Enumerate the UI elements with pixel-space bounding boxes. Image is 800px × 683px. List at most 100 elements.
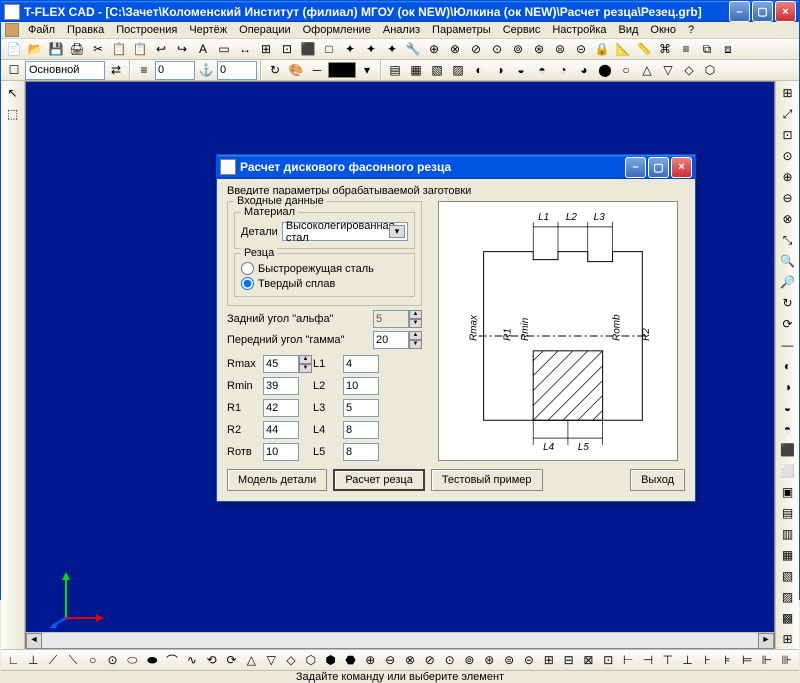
bottom-tool-36[interactable]: ⊧	[718, 650, 737, 670]
spin1[interactable]: 0	[155, 61, 195, 80]
toolbar2-btn-15[interactable]: ⬡	[700, 60, 720, 80]
right-tool-0[interactable]: ⊞	[778, 83, 798, 103]
toolbar-btn-9[interactable]: A	[193, 39, 213, 59]
toolbar-btn-8[interactable]: ↪	[172, 39, 192, 59]
toolbar-btn-3[interactable]: 🖨	[67, 39, 87, 59]
input-l3[interactable]	[343, 399, 379, 417]
btn-test[interactable]: Тестовый пример	[431, 469, 543, 491]
radio-hard-alloy[interactable]: Твердый сплав	[241, 277, 408, 290]
toolbar-btn-16[interactable]: ✦	[340, 39, 360, 59]
minimize-button[interactable]: –	[729, 1, 750, 22]
bottom-tool-18[interactable]: ⊕	[361, 650, 380, 670]
toolbar-btn-31[interactable]: ⌘	[655, 39, 675, 59]
bottom-tool-4[interactable]: ○	[83, 650, 102, 670]
right-tool-8[interactable]: 🔍	[778, 251, 798, 271]
right-tool-2[interactable]: ⊡	[778, 125, 798, 145]
menu-build[interactable]: Построения	[110, 22, 183, 38]
toolbar-btn-28[interactable]: 🔒	[592, 39, 612, 59]
input-rmin[interactable]	[263, 377, 299, 395]
right-tool-12[interactable]: —	[778, 335, 798, 355]
toolbar-btn-2[interactable]: 💾	[46, 39, 66, 59]
toolbar-btn-1[interactable]: 📂	[25, 39, 45, 59]
input-rmax[interactable]	[263, 355, 299, 373]
toolbar-btn-0[interactable]: 📄	[4, 39, 24, 59]
menu-file[interactable]: Файл	[22, 22, 61, 38]
btn-calc[interactable]: Расчет резца	[333, 469, 425, 491]
layer-icon[interactable]: ☐	[4, 60, 24, 80]
input-l1[interactable]	[343, 355, 379, 373]
radio-fast-steel[interactable]: Быстрорежущая сталь	[241, 262, 408, 275]
toolbar2-btn-0[interactable]: ▤	[385, 60, 405, 80]
toolbar2-btn-14[interactable]: ◇	[679, 60, 699, 80]
toolbar-btn-32[interactable]: ≡	[676, 39, 696, 59]
right-tool-25[interactable]: ▩	[778, 608, 798, 628]
spin-rmax[interactable]: ▲▼	[299, 355, 312, 373]
reload-icon[interactable]: ↻	[265, 60, 285, 80]
menu-edit[interactable]: Правка	[61, 22, 110, 38]
bottom-tool-33[interactable]: ⊤	[658, 650, 677, 670]
left-tool-0[interactable]: ↖	[3, 83, 23, 103]
toolbar2-btn-8[interactable]: ◔	[553, 60, 573, 80]
bottom-tool-30[interactable]: ⊡	[599, 650, 618, 670]
toolbar-btn-13[interactable]: ⊡	[277, 39, 297, 59]
menu-view[interactable]: Вид	[613, 22, 645, 38]
line-icon[interactable]: ─	[307, 60, 327, 80]
btn-exit[interactable]: Выход	[630, 469, 685, 491]
bottom-tool-28[interactable]: ⊟	[559, 650, 578, 670]
bottom-tool-35[interactable]: ⊦	[698, 650, 717, 670]
toolbar2-btn-12[interactable]: △	[637, 60, 657, 80]
toolbar-btn-18[interactable]: ✦	[382, 39, 402, 59]
toolbar-btn-17[interactable]: ✦	[361, 39, 381, 59]
toolbar-btn-11[interactable]: ↔	[235, 39, 255, 59]
maximize-button[interactable]: ▢	[752, 1, 773, 22]
right-tool-6[interactable]: ⊗	[778, 209, 798, 229]
bottom-tool-15[interactable]: ⬡	[301, 650, 320, 670]
bottom-tool-26[interactable]: ⊝	[520, 650, 539, 670]
input-alpha[interactable]	[373, 310, 409, 328]
toolbar-btn-33[interactable]: ⧉	[697, 39, 717, 59]
menu-settings[interactable]: Настройка	[546, 22, 612, 38]
dialog-close-button[interactable]: ×	[671, 157, 692, 178]
toolbar-btn-19[interactable]: 🔧	[403, 39, 423, 59]
dialog-min-button[interactable]: –	[625, 157, 646, 178]
bottom-tool-20[interactable]: ⊗	[401, 650, 420, 670]
right-tool-11[interactable]: ⟳	[778, 314, 798, 334]
bottom-tool-5[interactable]: ⊙	[103, 650, 122, 670]
right-tool-4[interactable]: ⊕	[778, 167, 798, 187]
bottom-tool-23[interactable]: ⊚	[460, 650, 479, 670]
bottom-tool-29[interactable]: ⊠	[579, 650, 598, 670]
dialog-titlebar[interactable]: Расчет дискового фасонного резца – ▢ ×	[217, 155, 695, 179]
right-tool-22[interactable]: ▦	[778, 545, 798, 565]
toolbar-btn-7[interactable]: ↩	[151, 39, 171, 59]
toolbar2-btn-9[interactable]: ◕	[574, 60, 594, 80]
swap-icon[interactable]: ⇄	[106, 60, 126, 80]
right-tool-1[interactable]: ⤢	[778, 104, 798, 124]
menu-format[interactable]: Оформление	[297, 22, 377, 38]
bottom-tool-16[interactable]: ⬢	[321, 650, 340, 670]
bottom-tool-32[interactable]: ⊣	[639, 650, 658, 670]
level-icon[interactable]: ≡	[134, 60, 154, 80]
toolbar-btn-27[interactable]: ⊝	[571, 39, 591, 59]
input-gamma[interactable]	[373, 331, 409, 349]
toolbar-btn-12[interactable]: ⊞	[256, 39, 276, 59]
toolbar-btn-4[interactable]: ✂	[88, 39, 108, 59]
bottom-tool-39[interactable]: ⊪	[777, 650, 796, 670]
input-r2[interactable]	[263, 421, 299, 439]
menu-analysis[interactable]: Анализ	[377, 22, 426, 38]
toolbar2-btn-11[interactable]: ○	[616, 60, 636, 80]
toolbar-btn-24[interactable]: ⊚	[508, 39, 528, 59]
spin-alpha[interactable]: ▲▼	[409, 310, 422, 328]
dropdown-icon[interactable]: ▾	[357, 60, 377, 80]
bottom-tool-3[interactable]: ⟍	[63, 650, 82, 670]
h-scrollbar[interactable]: ◄ ►	[26, 632, 774, 648]
toolbar-btn-23[interactable]: ⊙	[487, 39, 507, 59]
right-tool-3[interactable]: ⊙	[778, 146, 798, 166]
bottom-tool-21[interactable]: ⊘	[420, 650, 439, 670]
layer-combo[interactable]: Основной	[25, 61, 105, 80]
right-tool-19[interactable]: ▣	[778, 482, 798, 502]
spin-gamma[interactable]: ▲▼	[409, 331, 422, 349]
toolbar-btn-10[interactable]: ▭	[214, 39, 234, 59]
combo-detail-material[interactable]: Высоколегированная стал	[282, 222, 408, 241]
right-tool-10[interactable]: ↻	[778, 293, 798, 313]
bottom-tool-38[interactable]: ⊩	[757, 650, 776, 670]
